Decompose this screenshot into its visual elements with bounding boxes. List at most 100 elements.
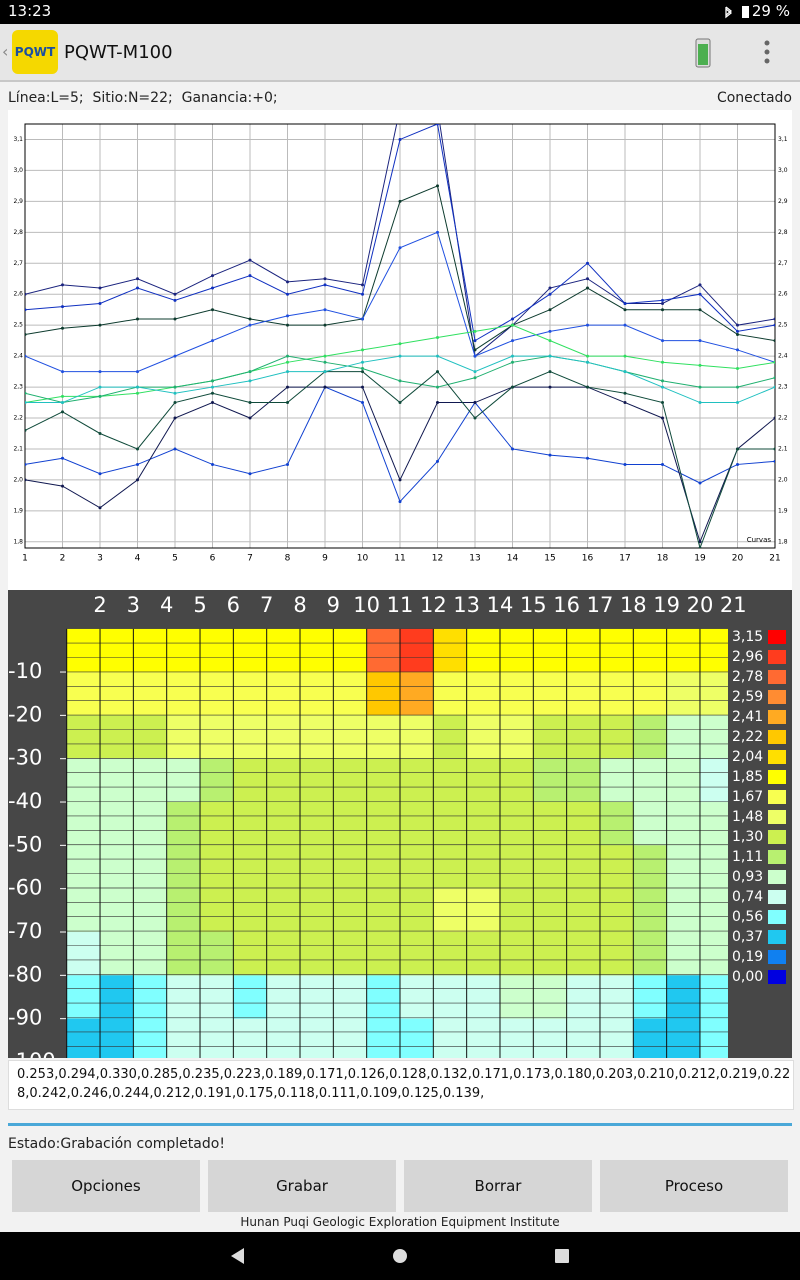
x-tick-label: 3 [97,554,103,564]
cell [100,715,134,759]
cell [400,672,434,716]
cell [633,715,667,759]
cell [133,802,167,846]
cell [699,845,728,889]
point [398,199,402,203]
point [98,385,102,389]
point [736,348,739,352]
point [25,462,27,466]
cell [200,845,234,889]
point [398,500,402,504]
point [586,261,589,265]
cell [233,672,267,716]
x-tick-label: 20 [687,593,714,617]
back-chevron[interactable]: ‹ [2,42,9,61]
cell [666,672,700,716]
cell [466,975,500,1019]
cell [466,715,500,759]
cell [633,845,667,889]
cells [66,628,728,1058]
delete-button[interactable]: Borrar [404,1160,592,1212]
cell [666,758,700,803]
legend-swatch [768,810,786,824]
point [698,401,702,405]
cell [400,758,434,803]
cell [666,628,700,673]
process-button[interactable]: Proceso [600,1160,788,1212]
legend-swatch [768,710,786,724]
cell [599,1018,634,1058]
point [548,329,552,333]
cell [366,715,400,759]
legend-swatch [768,890,786,904]
nav-recent[interactable] [555,1249,569,1263]
point [736,401,739,405]
point [398,478,402,482]
y-tick-label-right: 1,8 [778,538,788,545]
point [698,546,702,548]
point [323,283,327,287]
cell [266,1018,301,1058]
point [773,447,775,451]
point [61,283,64,287]
cell [300,628,334,673]
cell [699,628,728,673]
cell [266,975,301,1019]
cell [400,628,434,673]
y-tick-label: -90 [8,1006,42,1030]
cell [100,932,134,976]
cell [133,758,167,803]
point [473,339,477,343]
point [136,385,139,389]
cell [566,802,600,846]
cell [100,1018,134,1058]
x-tick-label: 11 [387,593,414,617]
legend-label: 0,37 [732,929,763,945]
x-tick-label: 13 [469,554,480,564]
point [323,277,327,281]
point [248,274,252,278]
y-tick-label: -80 [8,962,42,986]
point [773,376,775,380]
y-tick-label-right: 2,7 [778,260,788,267]
point [473,370,477,374]
cell [699,715,728,759]
cell [66,888,101,933]
point [773,339,775,343]
cell [599,975,634,1019]
nav-back[interactable] [231,1248,244,1264]
cell [566,715,600,759]
x-tick-label: 2 [93,593,106,617]
point [136,391,139,395]
cell [566,1018,600,1058]
cell [466,888,500,933]
record-button[interactable]: Grabar [208,1160,396,1212]
cell [466,1018,500,1058]
cell [200,932,234,976]
point [473,348,477,352]
cell [633,802,667,846]
nav-home[interactable] [393,1249,407,1263]
cell [699,975,728,1019]
options-button[interactable]: Opciones [12,1160,200,1212]
x-tick-label: 15 [544,554,555,564]
point [736,323,739,327]
y-tick-label-right: 2,0 [778,476,788,483]
legend-label: 0,00 [732,969,763,985]
cell [66,932,101,976]
series-group [25,124,775,548]
point [398,246,402,250]
cell [333,672,367,716]
cell [100,758,134,803]
y-tick-label: -20 [8,702,42,726]
y-tick-label-right: 2,3 [778,384,788,391]
cell [566,628,600,673]
cell [333,888,367,933]
x-tick-label: 21 [769,554,780,564]
point [323,323,327,327]
cell [333,845,367,889]
point [473,416,477,420]
cell [400,715,434,759]
point [773,317,775,321]
cell [233,628,267,673]
